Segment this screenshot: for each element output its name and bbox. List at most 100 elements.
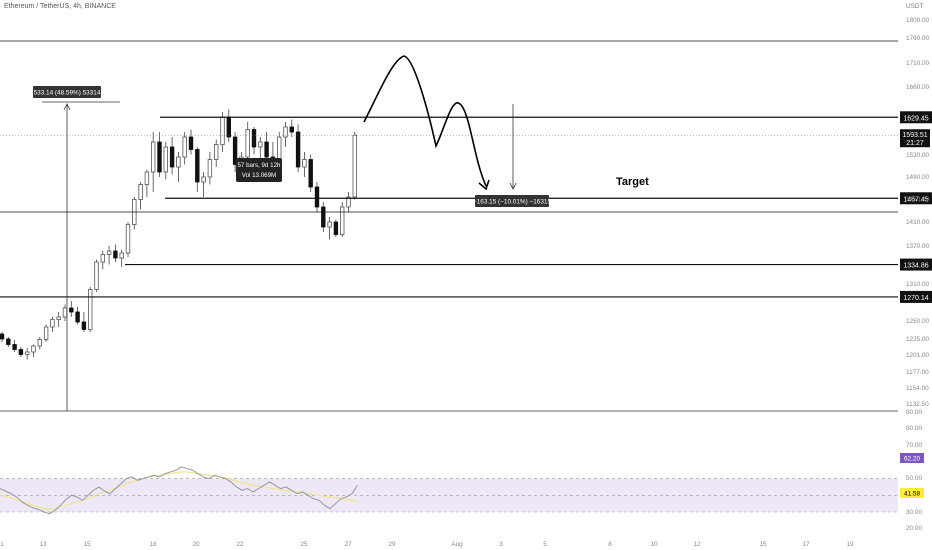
candle-body [220,116,225,145]
level-price-label: 1629.45 [903,115,928,122]
candle-body [24,351,30,355]
candle-body [232,136,238,165]
price-tick-label: 1710.00 [906,60,930,67]
candle-body [144,171,150,185]
rsi-tick-label: 80.00 [906,425,922,432]
candle-body [94,261,99,290]
rsi-tick-label: 20.00 [906,525,922,532]
price-tick-label: 1410.00 [906,219,930,226]
candle-body [31,345,36,353]
price-tick-label: 1450.00 [906,196,930,203]
price-tick-label: 1132.50 [906,401,929,408]
time-tick-label: 1 [0,541,4,548]
current-price-label: 1593.51 [902,132,927,139]
candle-body [321,206,326,228]
candle-body [119,252,124,259]
level-badge [900,192,932,205]
candles-layer [0,109,357,360]
candle-body [138,184,143,200]
rsi-ma-badge [900,488,924,498]
target-label: Target [616,176,649,188]
time-tick-label: 25 [300,541,308,548]
candle-body [245,129,250,158]
time-tick-label: 10 [650,541,658,548]
rsi-ma-label: 41.58 [904,491,920,498]
projection-arrow-head [478,179,490,191]
price-axis: USDT 1800.00 1760.00 1710.00 1660.00 1530.00 1… [906,3,930,416]
candle-body [163,146,168,173]
level-price-label: 1270.14 [903,295,928,302]
candle-body [157,141,162,173]
price-tick-label: 1310.00 [906,281,930,288]
candle-body [88,289,93,330]
price-tick-label: 1201.00 [906,352,930,359]
candle-body [352,134,357,198]
time-tick-label: 5 [543,541,547,548]
candle-body [0,333,5,340]
candle-body [264,141,269,158]
candle-body [106,250,112,255]
time-tick-label: 27 [344,541,352,548]
level-price-label: 1467.45 [903,196,928,203]
currency-label: USDT [906,3,923,10]
projection-curve [363,55,487,187]
rsi-tick-label: 30.00 [906,509,922,516]
price-tick-label: 1490.00 [906,174,930,181]
measure-down-label: −163.15 (−10.01%) −16315 [473,199,551,206]
price-tick-label: 1530.00 [906,152,930,159]
candle-body [69,307,74,313]
level-badge [900,290,932,303]
candle-body [100,254,105,263]
candle-body [258,141,263,148]
measure-up-label: 533.14 (48.59%) 53314 [34,90,101,97]
candle-body [37,339,42,347]
time-tick-label: Aug [451,541,463,548]
price-tick-label: 80.00 [906,409,922,416]
candle-body [339,206,345,235]
time-tick-label: 8 [608,541,612,548]
time-tick-label: 29 [388,541,396,548]
candle-body [213,144,219,160]
candle-body [188,136,194,150]
price-tick-label: 1225.00 [906,336,930,343]
time-tick-label: 18 [149,541,157,548]
candle-body [182,136,187,158]
measure-arrow-head [63,103,71,111]
time-tick-label: 17 [802,541,810,548]
rsi-panel: 80.00 70.00 50.00 30.00 20.00 62.20 41.58 [0,410,924,532]
candle-body [6,338,11,345]
price-tick-label: 1370.00 [906,243,930,250]
candle-body [314,186,320,208]
candle-body [251,129,257,148]
level-price-label: 1334.86 [903,263,928,270]
candle-body [302,159,307,168]
candle-body [81,321,87,330]
candle-body [50,319,55,328]
time-axis: 1 13 15 18 20 22 25 27 29 Aug 3 5 8 10 12 15 17 19 [0,541,854,548]
vol-info-label: Vol 13.069M [242,172,276,179]
time-tick-label: 22 [236,541,244,548]
rsi-line [0,466,358,515]
candle-body [226,116,231,138]
rsi-tick-label: 50.00 [906,475,922,482]
candle-body [56,316,61,320]
time-tick-label: 15 [759,541,767,548]
time-tick-label: 19 [846,541,854,548]
candle-body [195,149,200,183]
candle-body [201,176,206,183]
time-tick-label: 3 [499,541,503,548]
bars-tooltip [236,158,282,182]
rsi-tick-label: 70.00 [906,442,922,449]
bars-info-label: 57 bars, 9d 12h [237,162,281,169]
measure-down-badge [475,195,549,207]
drawings-layer: 533.14 (48.59%) 53314 57 bars, 9d 12h Vol … [33,55,649,411]
candle-body [12,344,17,350]
candle-body [75,311,80,323]
price-tick-label: 1660.00 [906,84,930,91]
candle-body [308,159,313,188]
current-price-badge [900,129,930,148]
price-tick-label: 1250.00 [906,318,930,325]
price-tick-label: 1154.00 [906,385,929,392]
